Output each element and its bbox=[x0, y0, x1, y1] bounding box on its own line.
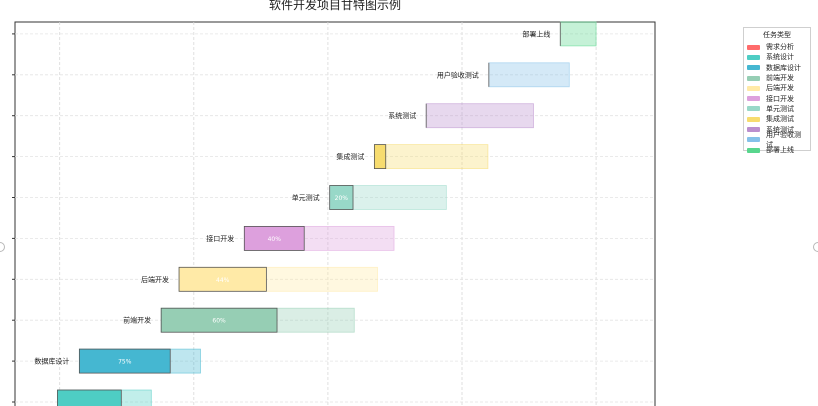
plot-frame bbox=[14, 21, 656, 406]
legend-entry: 集成测试 bbox=[747, 114, 807, 124]
legend-swatch bbox=[747, 75, 760, 81]
legend-swatch bbox=[747, 44, 760, 50]
task-bar-progress bbox=[160, 307, 278, 333]
task-name-label: 用户验收测试 bbox=[437, 70, 479, 79]
task-bar-progress bbox=[243, 225, 305, 251]
task-name-label: 数据库设计 bbox=[34, 357, 69, 366]
task-bar-progress bbox=[178, 266, 267, 292]
legend-swatch bbox=[747, 147, 760, 153]
legend-label: 单元测试 bbox=[766, 104, 794, 113]
task-progress-label: 44% bbox=[216, 277, 230, 284]
task-bar-planned bbox=[373, 144, 489, 170]
legend-entry: 部署上线 bbox=[747, 145, 807, 155]
task-bar-planned bbox=[425, 103, 534, 129]
task-name-label: 单元测试 bbox=[292, 193, 320, 202]
legend-label: 需求分析 bbox=[766, 43, 794, 52]
task-bar-progress bbox=[78, 348, 171, 374]
legend: 任务类型 需求分析 系统设计 数据库设计前端开发 后端开发 接口开发 单元测试集成测试 系统… bbox=[743, 27, 811, 154]
legend-entry: 接口开发 bbox=[747, 93, 807, 103]
legend-entry: 数据库设计 bbox=[747, 63, 807, 73]
legend-swatch bbox=[747, 127, 760, 133]
legend-swatch bbox=[747, 96, 760, 102]
legend-label: 接口开发 bbox=[766, 94, 794, 103]
legend-title: 任务类型 bbox=[763, 31, 791, 39]
legend-entry: 前端开发 bbox=[747, 73, 807, 83]
legend-entries: 需求分析 系统设计 数据库设计前端开发 后端开发 接口开发 单元测试集成测试 系统测试 用户验… bbox=[747, 42, 807, 155]
task-name-label: 集成测试 bbox=[336, 152, 364, 161]
task-name-label: 接口开发 bbox=[206, 234, 234, 243]
legend-entry: 需求分析 bbox=[747, 42, 807, 52]
legend-entry: 单元测试 bbox=[747, 104, 807, 114]
legend-swatch bbox=[747, 85, 760, 91]
legend-swatch bbox=[747, 54, 760, 60]
task-name-label: 后端开发 bbox=[141, 275, 169, 284]
legend-label: 集成测试 bbox=[766, 115, 794, 124]
task-progress-label: 75% bbox=[118, 359, 132, 366]
task-bar-planned bbox=[559, 21, 597, 47]
legend-entry: 系统设计 bbox=[747, 52, 807, 62]
task-bar-progress bbox=[329, 185, 354, 210]
task-progress-label: 40% bbox=[268, 236, 282, 243]
task-bar-progress bbox=[57, 389, 122, 406]
task-name-label: 前端开发 bbox=[123, 316, 151, 325]
legend-entry: 用户验收测试 bbox=[747, 131, 807, 149]
legend-label: 数据库设计 bbox=[766, 63, 801, 72]
legend-label: 部署上线 bbox=[766, 146, 794, 155]
legend-label: 系统设计 bbox=[766, 53, 794, 62]
task-name-label: 部署上线 bbox=[522, 29, 550, 38]
legend-label: 后端开发 bbox=[766, 84, 794, 93]
legend-swatch bbox=[747, 65, 760, 71]
task-progress-label: 20% bbox=[335, 195, 349, 202]
legend-entry: 系统测试 bbox=[747, 124, 807, 134]
task-bar-planned bbox=[488, 62, 570, 88]
legend-label: 用户验收测试 bbox=[766, 130, 801, 149]
legend-entry: 后端开发 bbox=[747, 83, 807, 93]
legend-swatch bbox=[747, 116, 760, 122]
legend-swatch bbox=[747, 137, 760, 143]
legend-label: 系统测试 bbox=[766, 125, 794, 134]
task-name-label: 系统测试 bbox=[388, 111, 416, 120]
task-bar-progress bbox=[373, 144, 387, 170]
legend-label: 前端开发 bbox=[766, 74, 794, 83]
chart-title: 软件开发项目甘特图示例 bbox=[268, 0, 401, 12]
legend-swatch bbox=[747, 106, 760, 112]
task-progress-label: 60% bbox=[212, 318, 226, 325]
right-scroll-handle[interactable] bbox=[813, 242, 818, 252]
